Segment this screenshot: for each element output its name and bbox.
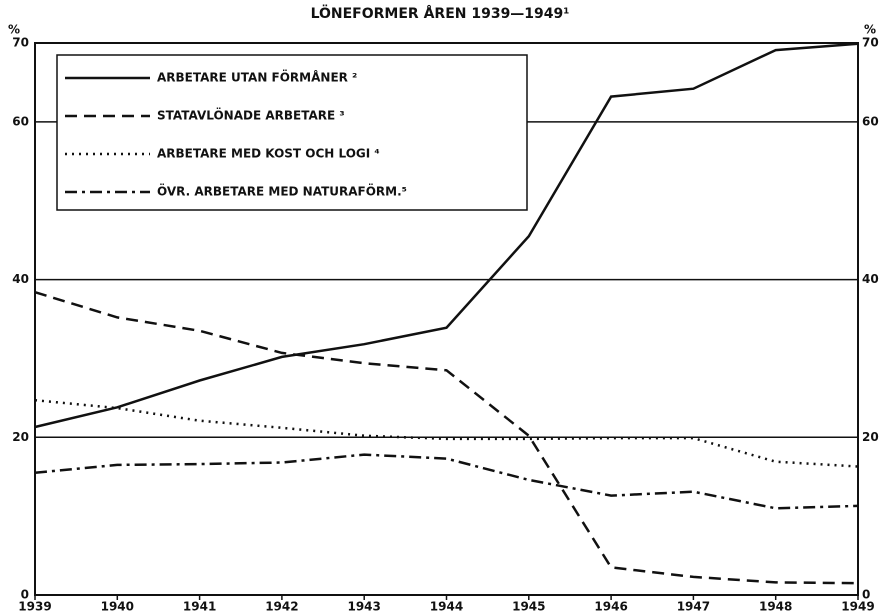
y-tick-label-left: 40 bbox=[12, 272, 29, 286]
series-line bbox=[34, 453, 859, 510]
x-tick-label: 1939 bbox=[18, 600, 51, 614]
y-tick-label-right: 0 bbox=[862, 588, 870, 602]
y-axis-label-right: % bbox=[864, 23, 876, 37]
series-line bbox=[34, 42, 859, 429]
chart-title: LÖNEFORMER ÅREN 1939—1949¹ bbox=[311, 4, 570, 22]
x-tick-label: 1941 bbox=[183, 600, 216, 614]
y-tick-label-left: 60 bbox=[12, 114, 29, 128]
x-tick-label: 1948 bbox=[759, 600, 792, 614]
y-tick-label-left: 0 bbox=[21, 588, 29, 602]
y-tick-label-right: 40 bbox=[862, 272, 879, 286]
x-tick-label: 1940 bbox=[101, 600, 134, 614]
y-tick-label-left: 20 bbox=[12, 430, 29, 444]
series-line bbox=[34, 291, 859, 585]
legend-label: ARBETARE MED KOST OCH LOGI ⁴ bbox=[157, 147, 380, 161]
legend-label: ARBETARE UTAN FÖRMÅNER ² bbox=[157, 70, 357, 85]
y-axis-label-left: % bbox=[8, 23, 20, 37]
x-tick-label: 1942 bbox=[265, 600, 298, 614]
series-line bbox=[34, 398, 859, 468]
x-tick-label: 1947 bbox=[677, 600, 710, 614]
y-tick-label-right: 60 bbox=[862, 114, 879, 128]
y-tick-label-right: 70 bbox=[862, 36, 879, 50]
x-tick-label: 1943 bbox=[347, 600, 380, 614]
x-tick-label: 1946 bbox=[594, 600, 627, 614]
x-tick-label: 1949 bbox=[841, 600, 874, 614]
x-tick-label: 1945 bbox=[512, 600, 545, 614]
y-tick-label-left: 70 bbox=[12, 36, 29, 50]
y-tick-label-right: 20 bbox=[862, 430, 879, 444]
legend-box bbox=[56, 54, 528, 211]
x-tick-label: 1944 bbox=[430, 600, 463, 614]
legend-label: STATAVLÖNADE ARBETARE ³ bbox=[157, 108, 345, 123]
legend-label: ÖVR. ARBETARE MED NATURAFÖRM.⁵ bbox=[157, 184, 407, 199]
